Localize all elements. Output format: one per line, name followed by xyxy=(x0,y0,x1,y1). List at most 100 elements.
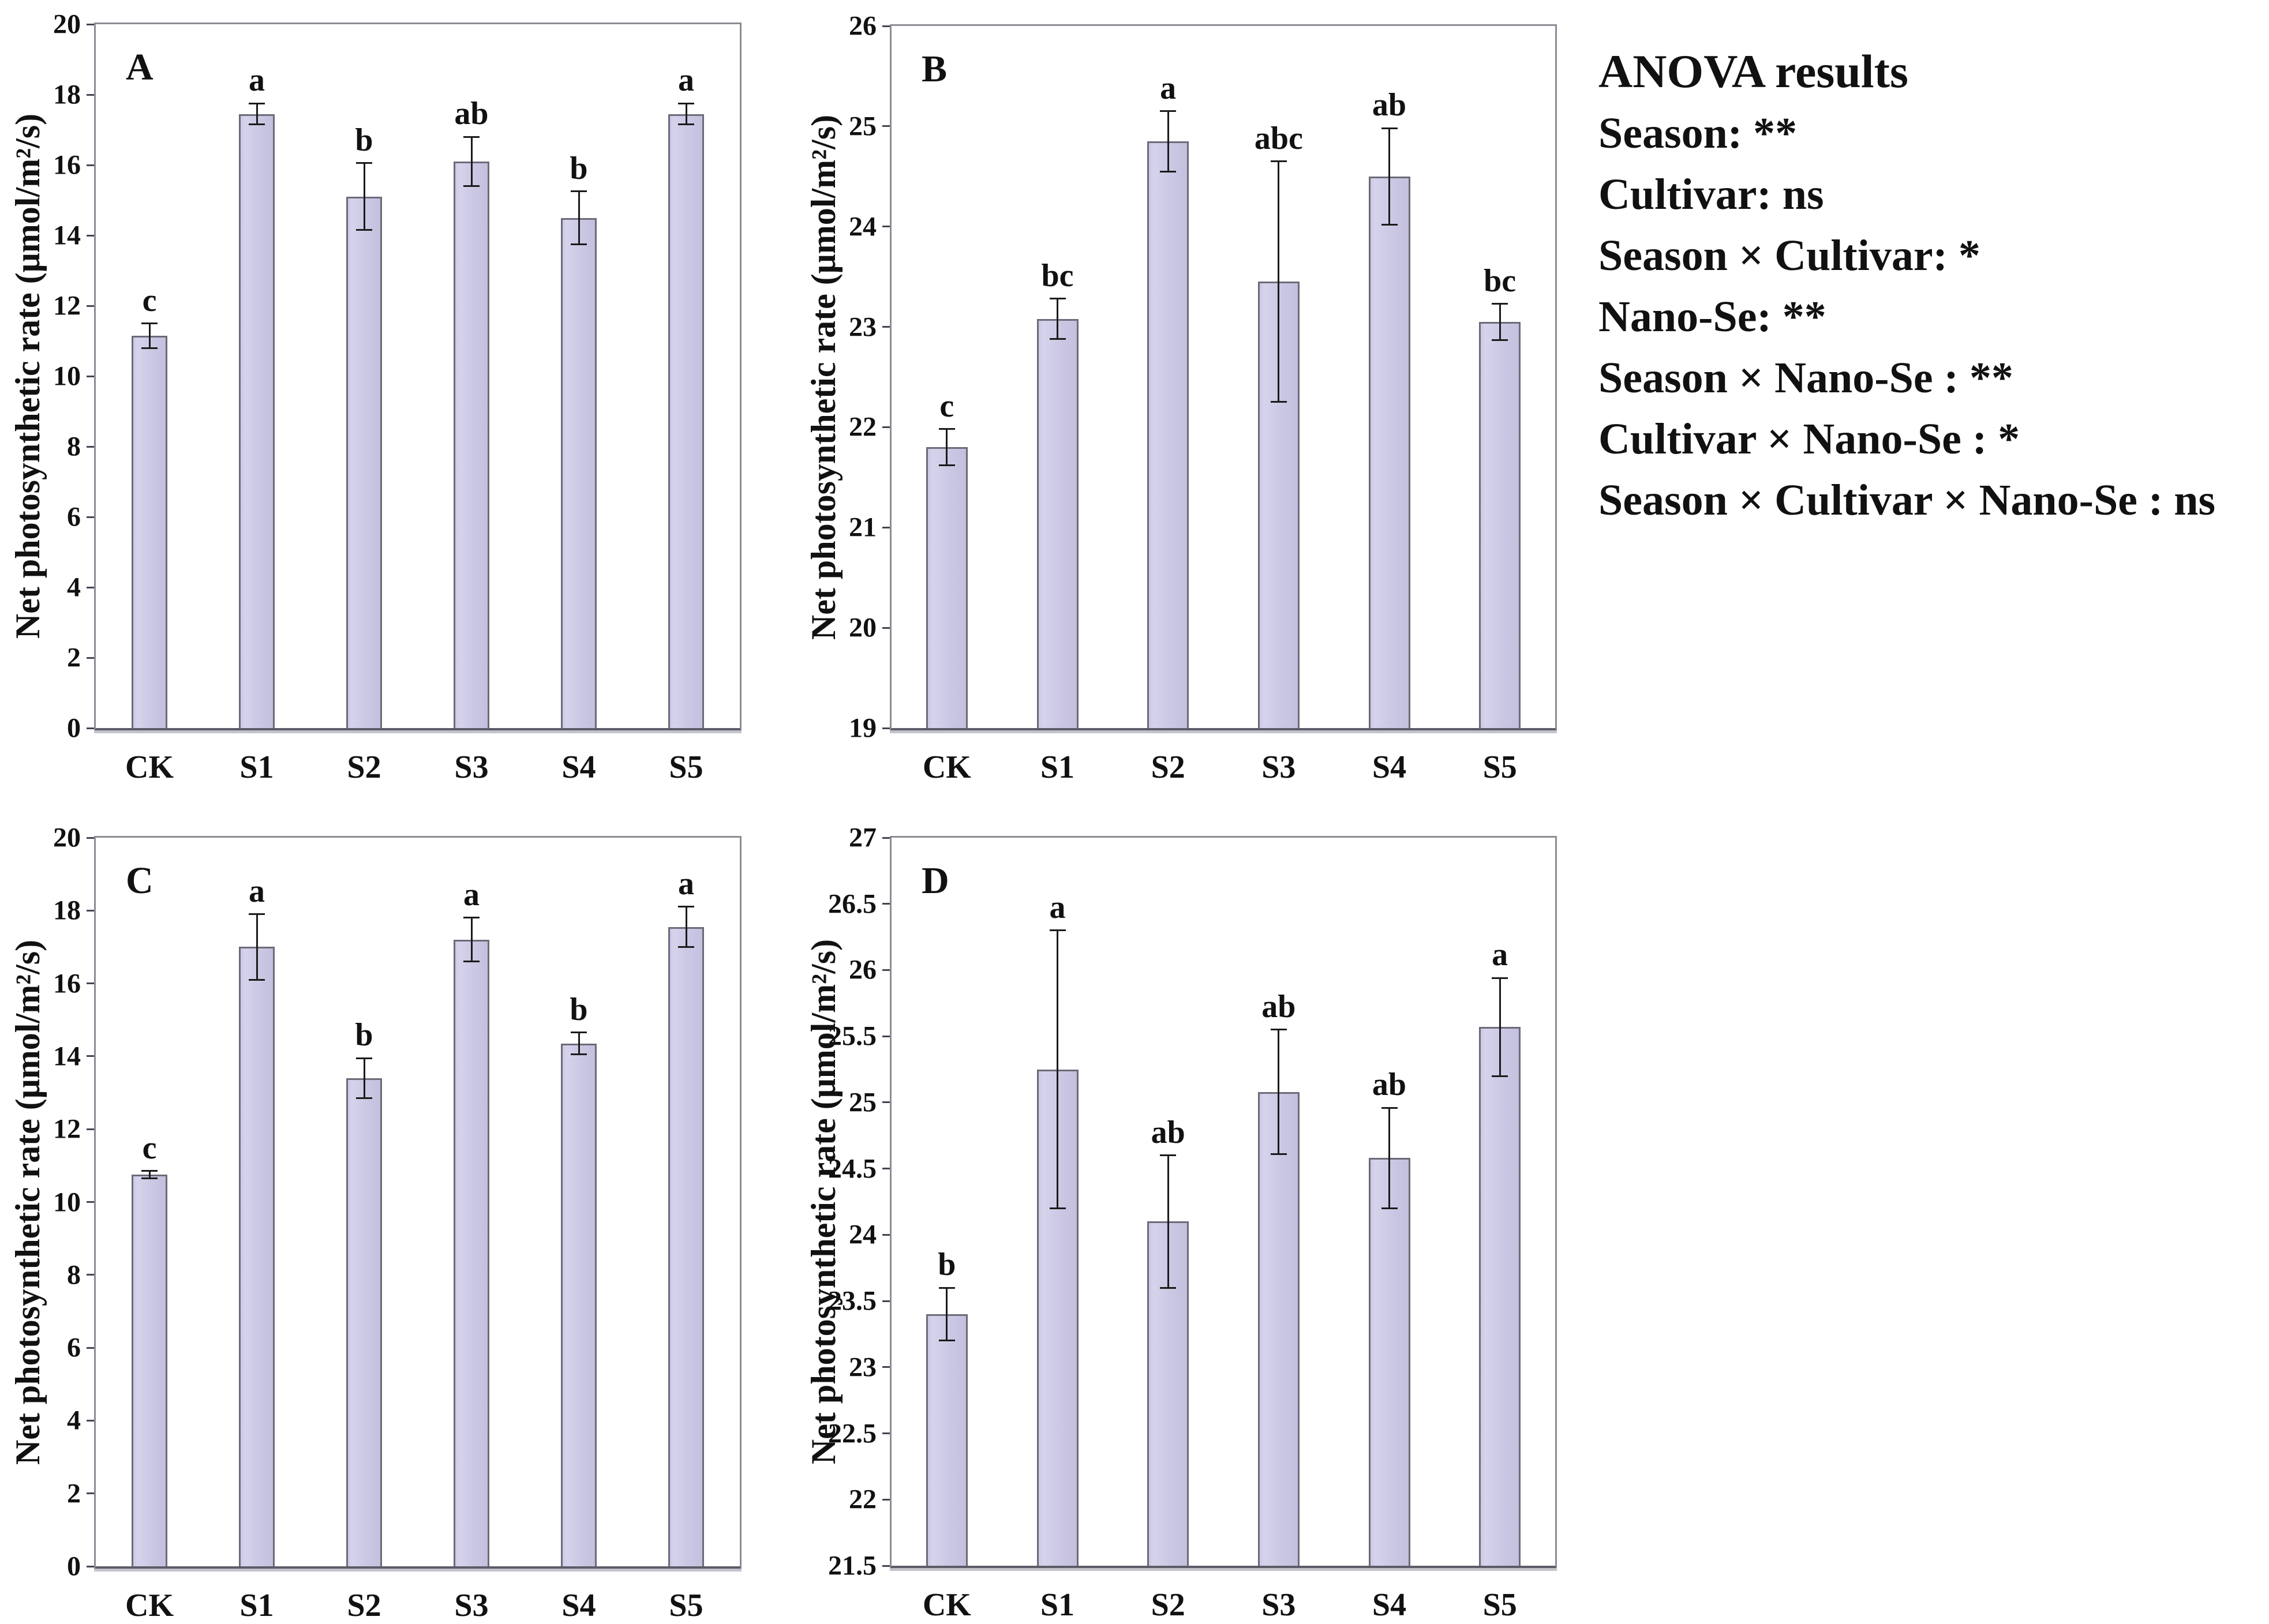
error-bar xyxy=(148,1171,151,1179)
panel-label-d: D xyxy=(922,860,949,902)
y-axis-tick xyxy=(87,516,94,518)
significance-letter: a xyxy=(463,876,480,913)
y-axis-tick-label: 25 xyxy=(849,111,877,142)
x-category-label: S3 xyxy=(1261,749,1296,785)
anova-line: Season × Cultivar × Nano-Se : ns xyxy=(1598,476,2216,524)
error-bar-cap-top xyxy=(1492,977,1508,979)
y-axis-tick-label: 10 xyxy=(53,1187,81,1217)
error-bar-cap-top xyxy=(1270,1029,1287,1031)
significance-letter: c xyxy=(939,388,954,424)
panel-label-c: C xyxy=(126,860,153,902)
bar-s2 xyxy=(346,1078,382,1566)
bar-s1 xyxy=(239,114,275,728)
y-axis-tick-label: 22 xyxy=(849,411,877,442)
error-bar xyxy=(363,1058,365,1098)
y-axis-tick xyxy=(87,375,94,377)
y-axis-title: Net photosynthetic rate (μmol/m²/s) xyxy=(804,114,843,640)
x-category-label: S2 xyxy=(347,1588,381,1623)
y-axis-tick xyxy=(87,1055,94,1057)
y-axis-tick xyxy=(87,23,94,25)
y-axis-tick xyxy=(882,125,890,127)
x-category-label: S4 xyxy=(561,1588,596,1623)
significance-letter: b xyxy=(355,1017,373,1053)
y-axis-tick-label: 18 xyxy=(53,895,81,926)
x-category-label: S5 xyxy=(1482,1587,1517,1623)
y-axis-tick xyxy=(87,982,94,985)
y-axis-tick xyxy=(87,1419,94,1422)
significance-letter: abc xyxy=(1254,120,1303,156)
y-axis-title: Net photosynthetic rate (μmol/m²/s) xyxy=(9,113,47,639)
y-axis-tick-label: 20 xyxy=(53,9,81,40)
y-axis-tick-label: 22 xyxy=(849,1484,877,1515)
anova-line: Season × Nano-Se : ** xyxy=(1598,354,2013,402)
y-axis-tick-label: 23.5 xyxy=(828,1285,877,1317)
significance-letter: c xyxy=(142,1130,157,1166)
anova-line: Season: ** xyxy=(1598,109,1798,157)
x-category-label: S3 xyxy=(1261,1587,1296,1623)
error-bar xyxy=(148,323,151,348)
error-bar xyxy=(1057,930,1058,1209)
significance-letter: a xyxy=(1160,70,1177,106)
x-category-label: S3 xyxy=(454,749,489,785)
plot-area-a xyxy=(94,22,742,732)
y-axis-tick-label: 10 xyxy=(53,361,81,392)
error-bar-cap-bottom xyxy=(938,464,955,466)
y-axis-tick-label: 16 xyxy=(53,968,81,999)
y-axis-tick xyxy=(87,1565,94,1567)
error-bar xyxy=(1499,303,1501,340)
significance-letter: a xyxy=(678,62,694,99)
error-bar-cap-top xyxy=(249,913,265,916)
error-bar-cap-top xyxy=(1381,127,1398,129)
y-axis-tick-label: 25.5 xyxy=(828,1021,877,1052)
significance-letter: a xyxy=(1049,889,1066,925)
y-axis-tick-label: 27 xyxy=(849,822,877,853)
x-category-label: S2 xyxy=(1151,1587,1185,1623)
bar-s5 xyxy=(668,927,704,1566)
error-bar-cap-top xyxy=(249,102,265,104)
axis-shadow xyxy=(890,730,1557,733)
bar-s2 xyxy=(1147,141,1189,728)
bar-s4 xyxy=(1368,1158,1410,1566)
anova-line: Nano-Se: ** xyxy=(1598,292,1826,341)
error-bar-cap-bottom xyxy=(1049,337,1066,340)
error-bar-cap-top xyxy=(678,102,694,104)
error-bar xyxy=(1278,1029,1280,1154)
x-category-label: S3 xyxy=(454,1588,489,1623)
significance-letter: a xyxy=(1492,937,1508,973)
y-axis-tick-label: 21 xyxy=(849,512,877,543)
y-axis-tick xyxy=(882,837,890,839)
error-bar-cap-bottom xyxy=(678,946,694,948)
y-axis-tick xyxy=(87,1347,94,1349)
y-axis-tick xyxy=(882,226,890,228)
y-axis-tick xyxy=(87,234,94,237)
error-bar-cap-top xyxy=(1160,1154,1177,1157)
y-axis-tick-label: 24.5 xyxy=(828,1153,877,1184)
bar-ck xyxy=(132,335,167,728)
anova-title: ANOVA results xyxy=(1598,45,1908,97)
error-bar xyxy=(685,103,687,125)
y-axis-tick-label: 23 xyxy=(849,1352,877,1383)
y-axis-tick-label: 24 xyxy=(849,1219,877,1250)
bar-s5 xyxy=(1479,321,1521,728)
error-bar-cap-top xyxy=(571,1032,587,1034)
x-category-label: S4 xyxy=(1372,749,1407,785)
error-bar-cap-bottom xyxy=(938,1340,955,1342)
x-category-label: CK xyxy=(125,1588,174,1623)
error-bar-cap-top xyxy=(1381,1107,1398,1109)
y-axis-tick xyxy=(87,1492,94,1495)
y-axis-title: Net photosynthetic rate (μmol/m²/s) xyxy=(804,939,843,1465)
error-bar-cap-bottom xyxy=(463,185,480,187)
error-bar-cap-bottom xyxy=(1160,170,1177,172)
error-bar xyxy=(1057,298,1058,339)
error-bar xyxy=(578,191,580,245)
y-axis-tick xyxy=(882,1366,890,1368)
error-bar xyxy=(946,1288,948,1341)
y-axis-tick-label: 6 xyxy=(67,501,81,532)
bar-s3 xyxy=(454,161,489,728)
significance-letter: ab xyxy=(1372,87,1407,123)
bar-s3 xyxy=(454,939,489,1566)
y-axis-tick xyxy=(87,657,94,659)
x-category-label: S2 xyxy=(1151,749,1185,785)
x-category-label: CK xyxy=(922,1587,971,1623)
